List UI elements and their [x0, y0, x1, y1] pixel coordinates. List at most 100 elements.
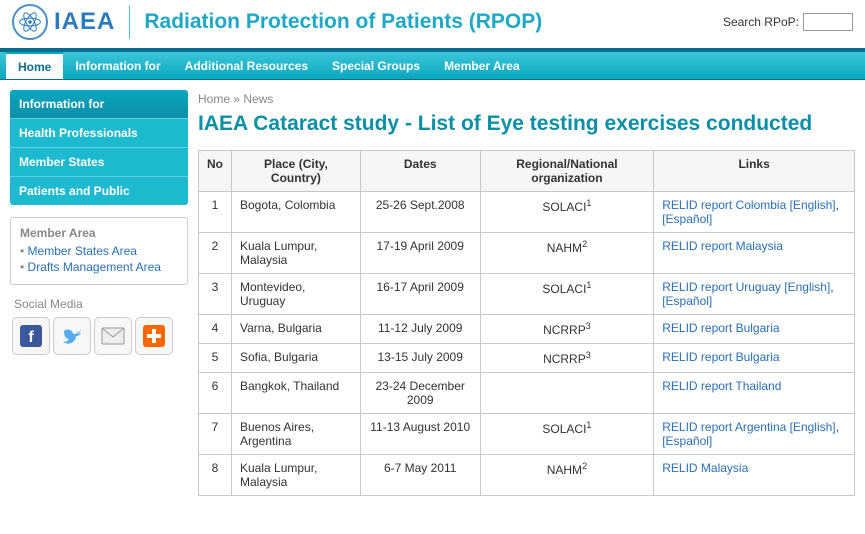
sidebar: Information for Health ProfessionalsMemb…: [10, 90, 188, 496]
content: Home » News IAEA Cataract study - List o…: [198, 90, 855, 496]
report-link[interactable]: RELID report Thailand: [662, 379, 781, 393]
table-header: Dates: [360, 151, 480, 192]
cell-org: NAHM2: [480, 233, 654, 274]
report-link[interactable]: RELID report Malaysia: [662, 239, 783, 253]
member-area-link[interactable]: Member States Area: [20, 244, 178, 258]
cell-no: 3: [199, 274, 232, 315]
cell-org: NAHM2: [480, 455, 654, 496]
search-label: Search RPoP:: [723, 15, 799, 29]
site-title: Radiation Protection of Patients (RPOP): [144, 10, 542, 34]
sidebar-item[interactable]: Health Professionals: [10, 118, 188, 147]
cell-place: Buenos Aires, Argentina: [232, 414, 361, 455]
page-title: IAEA Cataract study - List of Eye testin…: [198, 112, 855, 136]
report-link[interactable]: RELID report Bulgaria: [662, 321, 779, 335]
member-area-title: Member Area: [20, 226, 178, 240]
nav-item[interactable]: Information for: [63, 52, 172, 79]
table-row: 5Sofia, Bulgaria13-15 July 2009NCRRP3 REL…: [199, 344, 855, 373]
cell-dates: 11-12 July 2009: [360, 315, 480, 344]
nav-item[interactable]: Additional Resources: [173, 52, 320, 79]
cell-place: Varna, Bulgaria: [232, 315, 361, 344]
report-link[interactable]: RELID report Uruguay [English]: [662, 280, 830, 294]
twitter-icon[interactable]: [53, 317, 91, 355]
svg-text:f: f: [28, 329, 34, 346]
main-nav: HomeInformation forAdditional ResourcesS…: [0, 51, 865, 80]
sidebar-item[interactable]: Member States: [10, 147, 188, 176]
table-row: 6Bangkok, Thailand23-24 December 2009 REL…: [199, 373, 855, 414]
report-link[interactable]: RELID report Argentina [English]: [662, 420, 835, 434]
report-link[interactable]: RELID report Colombia [English]: [662, 198, 835, 212]
cell-org: NCRRP3: [480, 315, 654, 344]
facebook-icon[interactable]: f: [12, 317, 50, 355]
member-area-box: Member Area Member States Area Drafts Man…: [10, 217, 188, 285]
table-header: Links: [654, 151, 855, 192]
breadcrumb-sep: »: [233, 92, 240, 106]
cell-place: Montevideo, Uruguay: [232, 274, 361, 315]
cell-links: RELID report Colombia [English], [Españo…: [654, 192, 855, 233]
cell-org: SOLACI1: [480, 414, 654, 455]
cell-dates: 17-19 April 2009: [360, 233, 480, 274]
iaea-atom-icon: [12, 4, 48, 40]
cell-dates: 16-17 April 2009: [360, 274, 480, 315]
report-link[interactable]: [Español]: [662, 294, 712, 308]
header: IAEA Radiation Protection of Patients (R…: [0, 0, 865, 48]
cell-place: Kuala Lumpur, Malaysia: [232, 455, 361, 496]
cell-links: RELID report Thailand: [654, 373, 855, 414]
sidebar-item[interactable]: Patients and Public: [10, 176, 188, 205]
cell-no: 7: [199, 414, 232, 455]
cell-place: Sofia, Bulgaria: [232, 344, 361, 373]
cell-links: RELID report Bulgaria: [654, 315, 855, 344]
cell-dates: 13-15 July 2009: [360, 344, 480, 373]
divider: [129, 5, 130, 39]
search-input[interactable]: [803, 13, 853, 31]
nav-item[interactable]: Home: [6, 52, 63, 79]
table-row: 2Kuala Lumpur, Malaysia17-19 April 2009N…: [199, 233, 855, 274]
cell-org: SOLACI1: [480, 192, 654, 233]
cell-no: 8: [199, 455, 232, 496]
logo[interactable]: IAEA: [12, 4, 115, 40]
cell-links: RELID report Bulgaria: [654, 344, 855, 373]
table-row: 3Montevideo, Uruguay16-17 April 2009SOLA…: [199, 274, 855, 315]
social-media-block: Social Media f: [10, 297, 188, 355]
cell-no: 1: [199, 192, 232, 233]
cell-dates: 6-7 May 2011: [360, 455, 480, 496]
breadcrumb: Home » News: [198, 92, 855, 106]
cell-links: RELID report Uruguay [English], [Español…: [654, 274, 855, 315]
report-link[interactable]: RELID Malaysia: [662, 461, 748, 475]
breadcrumb-home[interactable]: Home: [198, 92, 230, 106]
nav-item[interactable]: Member Area: [432, 52, 532, 79]
report-link[interactable]: [Español]: [662, 434, 712, 448]
cell-place: Bogota, Colombia: [232, 192, 361, 233]
table-header: Regional/National organization: [480, 151, 654, 192]
table-row: 4Varna, Bulgaria11-12 July 2009NCRRP3 REL…: [199, 315, 855, 344]
table-header: No: [199, 151, 232, 192]
cell-links: RELID report Malaysia: [654, 233, 855, 274]
cell-dates: 25-26 Sept.2008: [360, 192, 480, 233]
search: Search RPoP:: [723, 13, 853, 31]
cell-no: 2: [199, 233, 232, 274]
email-icon[interactable]: [94, 317, 132, 355]
cell-no: 6: [199, 373, 232, 414]
cell-place: Kuala Lumpur, Malaysia: [232, 233, 361, 274]
social-title: Social Media: [14, 297, 188, 311]
cell-links: RELID Malaysia: [654, 455, 855, 496]
cell-no: 4: [199, 315, 232, 344]
addthis-icon[interactable]: [135, 317, 173, 355]
cell-no: 5: [199, 344, 232, 373]
member-area-link[interactable]: Drafts Management Area: [20, 260, 178, 274]
sidebar-info-title: Information for: [10, 90, 188, 118]
cell-place: Bangkok, Thailand: [232, 373, 361, 414]
nav-item[interactable]: Special Groups: [320, 52, 432, 79]
study-table: NoPlace (City, Country)DatesRegional/Nat…: [198, 150, 855, 496]
cell-dates: 23-24 December 2009: [360, 373, 480, 414]
cell-org: NCRRP3: [480, 344, 654, 373]
cell-links: RELID report Argentina [English], [Españ…: [654, 414, 855, 455]
report-link[interactable]: [Español]: [662, 212, 712, 226]
table-row: 1Bogota, Colombia25-26 Sept.2008SOLACI1R…: [199, 192, 855, 233]
table-header: Place (City, Country): [232, 151, 361, 192]
breadcrumb-current: News: [243, 92, 273, 106]
cell-org: [480, 373, 654, 414]
logo-text: IAEA: [54, 8, 115, 36]
cell-org: SOLACI1: [480, 274, 654, 315]
report-link[interactable]: RELID report Bulgaria: [662, 350, 779, 364]
table-row: 8Kuala Lumpur, Malaysia6-7 May 2011NAHM2…: [199, 455, 855, 496]
